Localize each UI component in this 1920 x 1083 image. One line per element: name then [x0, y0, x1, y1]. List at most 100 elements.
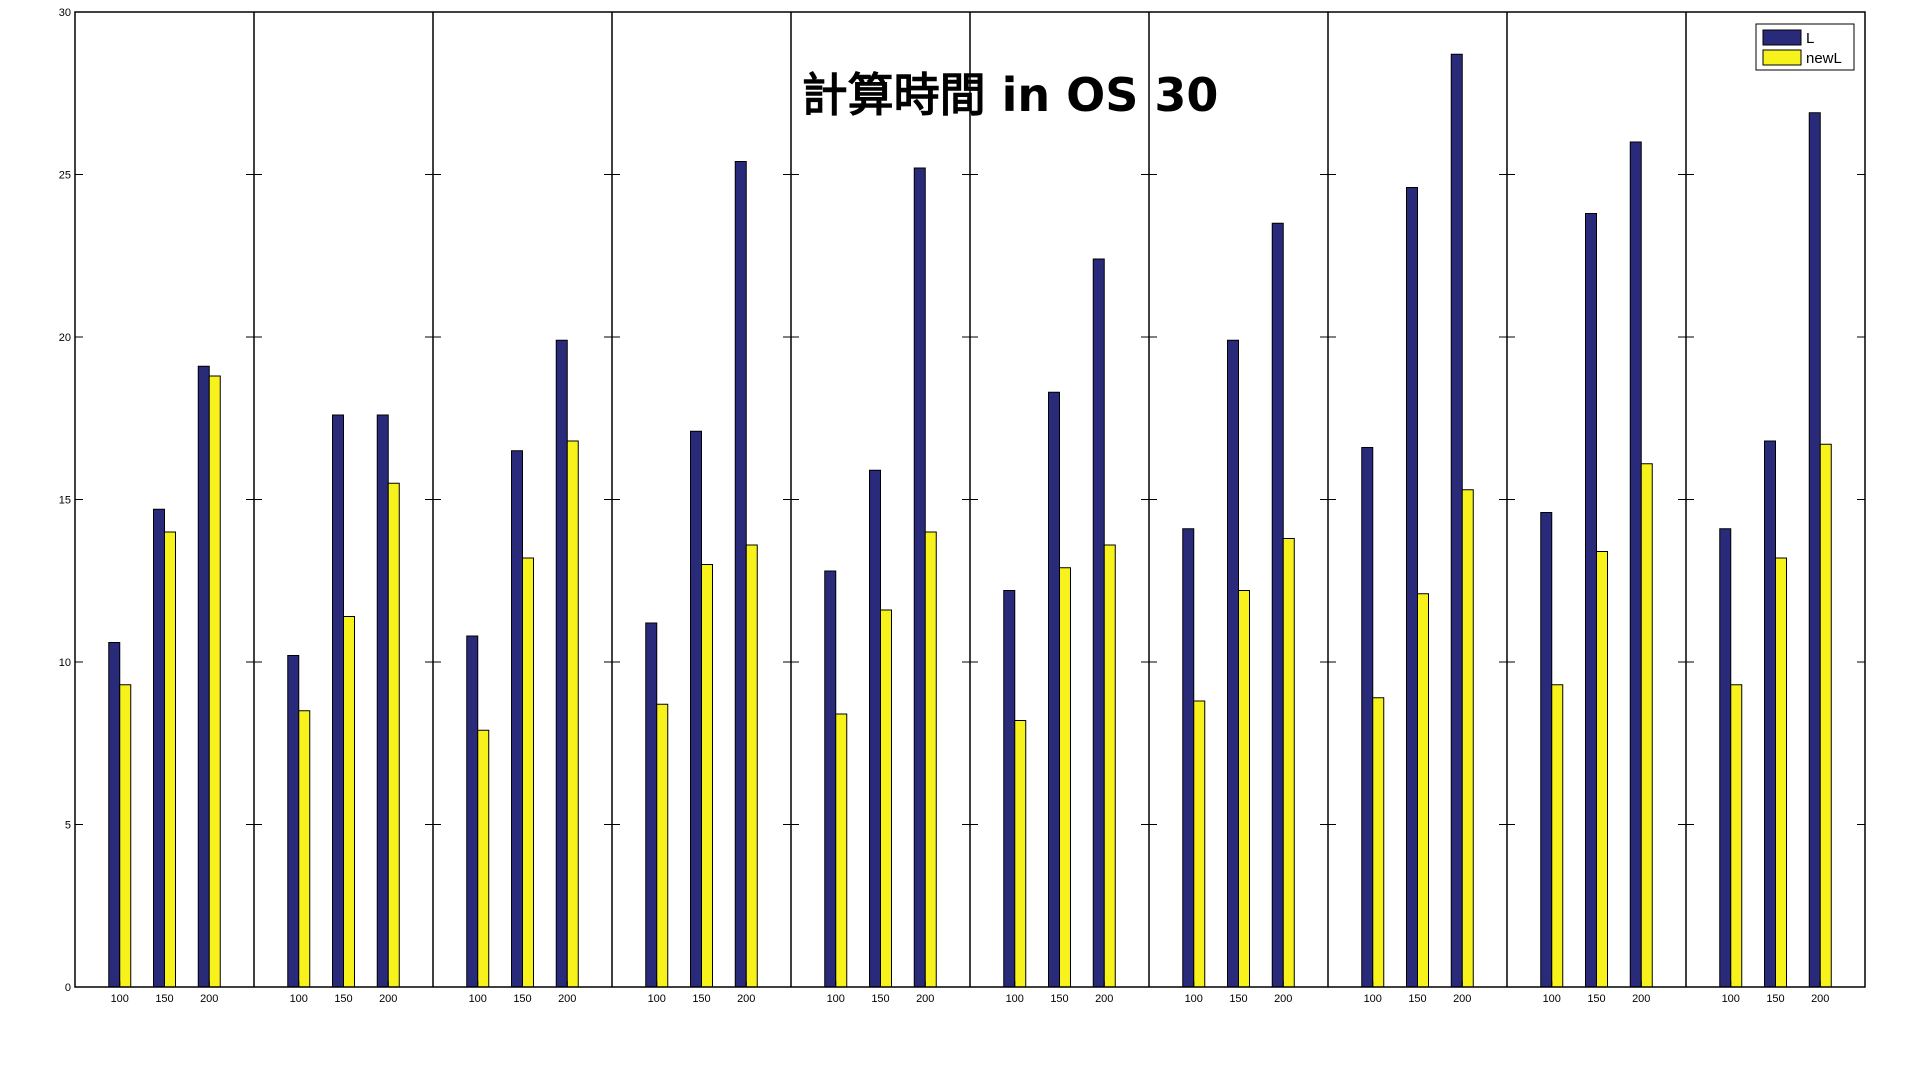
bar-L [197, 365, 210, 988]
x-tick-label: 100 [1722, 993, 1740, 1005]
x-tick-label: 200 [558, 993, 576, 1005]
x-tick-label: 150 [1229, 993, 1247, 1005]
y-tick-label: 0 [65, 982, 71, 994]
bar-L [1450, 53, 1463, 988]
bar-newL [835, 713, 848, 988]
bar-L [1406, 187, 1418, 988]
bar-newL [164, 531, 176, 988]
bar-L [1048, 391, 1060, 988]
bar-L [466, 635, 479, 988]
bar-L [1227, 339, 1239, 988]
x-tick-label: 100 [469, 993, 487, 1005]
bar-L [645, 622, 658, 988]
bar-newL [1372, 697, 1385, 988]
bar-L [1629, 141, 1642, 988]
x-axis: 100 150 200 100 150 200 100 150 200 100 150 200 100 1… [111, 981, 1829, 1005]
bar-newL [1461, 489, 1474, 988]
legend-label-L: L [1806, 30, 1814, 47]
x-tick-label: 100 [1006, 993, 1024, 1005]
y-tick-label: 20 [59, 332, 71, 344]
bar-newL [343, 616, 355, 988]
bars-layer [108, 53, 1832, 988]
bar-newL [701, 564, 713, 988]
y-tick-label: 30 [59, 7, 71, 19]
bar-L [332, 414, 344, 988]
x-tick-label: 150 [1766, 993, 1784, 1005]
bar-L [511, 450, 523, 988]
x-tick-label: 150 [155, 993, 173, 1005]
bar-L [1585, 213, 1597, 988]
bar-L [1182, 528, 1195, 988]
bar-newL [1238, 590, 1250, 988]
x-tick-label: 200 [737, 993, 755, 1005]
bar-L [734, 161, 747, 988]
x-tick-label: 200 [1274, 993, 1292, 1005]
bar-newL [1775, 557, 1787, 988]
x-tick-label: 150 [871, 993, 889, 1005]
x-tick-label: 100 [827, 993, 845, 1005]
y-tick-label: 5 [65, 820, 71, 832]
legend-swatch-newL [1762, 49, 1802, 66]
bar-L [153, 508, 165, 988]
y-axis: 0 5 10 15 20 25 30 [59, 7, 1865, 994]
bar-L [1092, 258, 1105, 988]
bar-newL [522, 557, 534, 988]
x-tick-label: 100 [1364, 993, 1382, 1005]
bar-L [108, 642, 121, 988]
x-tick-label: 200 [1095, 993, 1113, 1005]
bar-newL [745, 544, 758, 988]
x-tick-label: 150 [1050, 993, 1068, 1005]
bar-L [1764, 440, 1776, 988]
bar-L [376, 414, 389, 988]
x-tick-label: 100 [648, 993, 666, 1005]
bar-newL [1730, 684, 1743, 988]
chart-title: 計算時間 in OS 30 [802, 68, 1219, 122]
bar-newL [1059, 567, 1071, 988]
x-tick-label: 100 [1543, 993, 1561, 1005]
bar-newL [1551, 684, 1564, 988]
plot-frame [74, 11, 1866, 988]
bar-newL [1014, 720, 1027, 988]
bar-L [1719, 528, 1732, 988]
bar-newL [1282, 538, 1295, 988]
bar-newL [656, 703, 669, 988]
bar-L [1003, 590, 1016, 988]
legend-swatch-L [1762, 29, 1802, 46]
bar-newL [924, 531, 937, 988]
bar-L [1361, 447, 1374, 988]
bar-L [287, 655, 300, 988]
bar-L [555, 339, 568, 988]
bar-newL [1596, 551, 1608, 988]
y-tick-label: 25 [59, 170, 71, 182]
bar-newL [298, 710, 311, 988]
bar-newL [208, 375, 221, 988]
bar-L [913, 167, 926, 988]
bar-newL [1640, 463, 1653, 988]
bar-newL [387, 482, 400, 988]
bar-newL [1193, 700, 1206, 988]
x-tick-label: 150 [513, 993, 531, 1005]
legend-label-newL: newL [1806, 50, 1842, 67]
bar-L [1271, 222, 1284, 988]
y-tick-label: 15 [59, 495, 71, 507]
x-tick-label: 100 [1185, 993, 1203, 1005]
x-tick-label: 150 [1587, 993, 1605, 1005]
bar-newL [566, 440, 579, 988]
bar-newL [1103, 544, 1116, 988]
group-separators [246, 11, 1694, 988]
bar-L [824, 570, 837, 988]
x-tick-label: 200 [1811, 993, 1829, 1005]
x-tick-label: 150 [1408, 993, 1426, 1005]
x-tick-label: 150 [334, 993, 352, 1005]
bar-L [1540, 512, 1553, 988]
x-tick-label: 200 [200, 993, 218, 1005]
x-tick-label: 200 [916, 993, 934, 1005]
bar-newL [477, 729, 490, 988]
x-tick-label: 150 [692, 993, 710, 1005]
bar-L [869, 469, 881, 988]
x-tick-label: 100 [290, 993, 308, 1005]
bar-newL [880, 609, 892, 988]
x-tick-label: 200 [1453, 993, 1471, 1005]
x-tick-label: 100 [111, 993, 129, 1005]
